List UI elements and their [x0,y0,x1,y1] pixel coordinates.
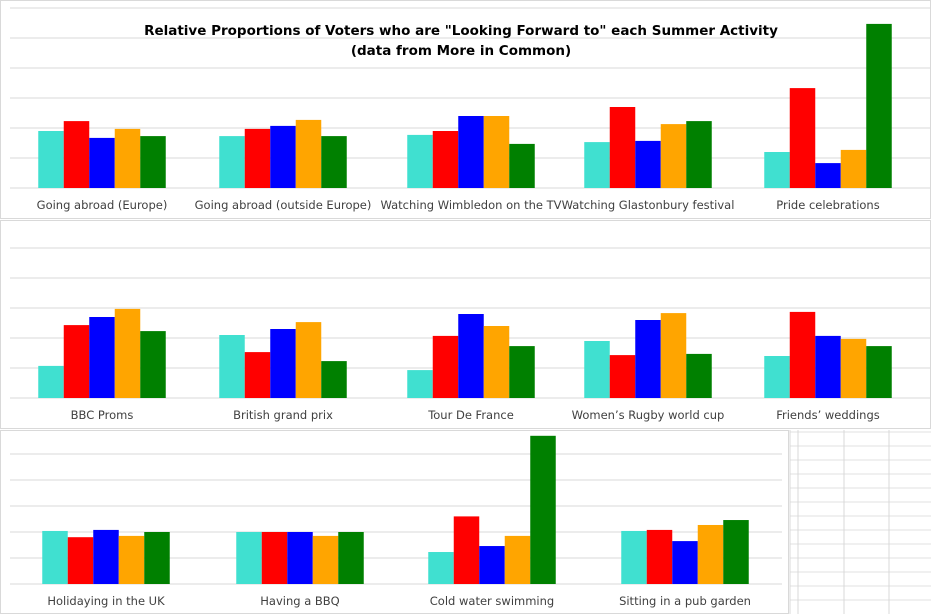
bar [407,370,433,398]
bar [764,356,790,398]
chart-panel-2: BBC Proms British grand prix Tour De Franc… [0,220,931,429]
bar [338,532,364,584]
bar [646,529,673,584]
bar [432,335,459,398]
bar [295,119,322,188]
bar [686,353,712,398]
bar [609,107,636,188]
bar [635,140,661,188]
bar [504,535,531,584]
bar [118,535,145,584]
bar [458,314,484,398]
bar [479,546,505,584]
bar [261,532,288,584]
bar [114,128,141,188]
category-label: Cold water swimming [430,594,554,608]
bar [723,520,749,584]
category-label: Holidaying in the UK [47,594,165,608]
bar [660,313,687,398]
bar [93,529,119,584]
chart-panel-3: Holidaying in the UK Having a BBQ Cold wat… [0,430,789,614]
bar [509,346,535,398]
category-label: Pride celebrations [776,198,879,212]
bar [866,346,892,398]
bar [312,535,339,584]
panel-border [0,430,789,614]
bar [407,134,433,188]
bar [244,352,271,398]
category-label: Watching Wimbledon on the TV [380,198,561,212]
chart-subtitle: (data from More in Common) [351,43,571,59]
bar [697,524,724,584]
bar [38,131,64,188]
bar [428,552,454,584]
bar [67,537,94,584]
bar [609,355,636,398]
bar [453,516,480,584]
bar [530,435,556,584]
bar [815,335,841,398]
bar [815,163,841,188]
category-label: Friends’ weddings [776,408,880,422]
bar [270,125,296,188]
bar [789,88,816,188]
bar [63,325,90,398]
bar [789,311,816,398]
category-label: Watching Glastonbury festival [562,198,735,212]
bar [38,365,64,398]
bar [635,320,661,398]
bar [509,143,535,188]
bar [483,326,510,398]
category-label: Tour De France [427,408,514,422]
bar [89,137,115,188]
bar [840,149,867,188]
bar [840,338,867,398]
bar [144,532,170,584]
bar [287,532,313,584]
bar [219,136,245,188]
bar [89,317,115,398]
bar [764,152,790,188]
bar [236,532,262,584]
bar [866,23,892,189]
chart-title: Relative Proportions of Voters who are "… [144,23,778,39]
bar [621,530,647,584]
bar [660,124,687,188]
category-label: Sitting in a pub garden [619,594,751,608]
bar [140,331,166,398]
bar [584,142,610,188]
bar [686,121,712,188]
category-label: Going abroad (Europe) [37,198,168,212]
bar [42,530,68,584]
bar [483,116,510,188]
bar [244,128,271,188]
category-label: Having a BBQ [260,594,339,608]
bar [321,361,347,398]
category-label: Women’s Rugby world cup [572,408,725,422]
bar [458,116,484,188]
bar [270,329,296,398]
chart-panel-1: Going abroad (Europe) Going abroad (outsi… [0,0,931,219]
bar [432,131,459,188]
category-label: BBC Proms [71,408,134,422]
category-label: Going abroad (outside Europe) [195,198,372,212]
bar [321,136,347,188]
bar [584,341,610,398]
bar [63,121,90,188]
category-label: British grand prix [233,408,333,422]
bar [672,541,698,584]
bar [295,322,322,398]
bar [114,308,141,398]
bar [140,136,166,188]
bar [219,335,245,398]
